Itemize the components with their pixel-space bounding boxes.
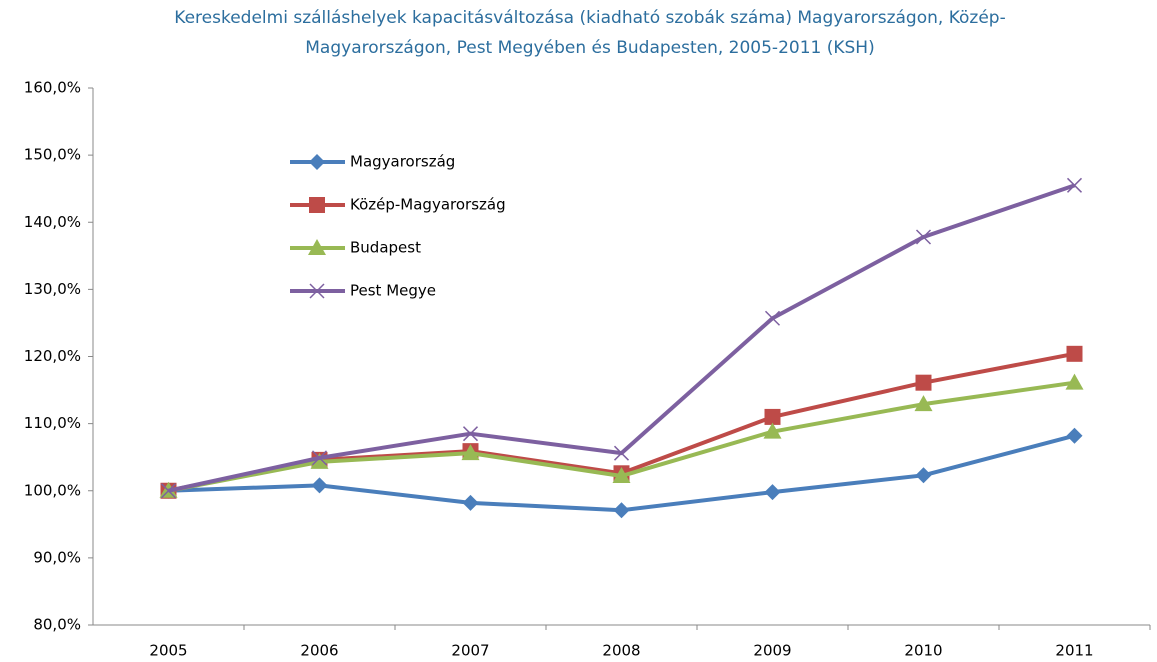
x-tick-label: 2005: [149, 642, 187, 660]
data-point: [763, 422, 782, 439]
data-point: [310, 452, 329, 469]
legend-marker: [309, 197, 325, 213]
data-point: [311, 450, 328, 466]
x-tick-label: 2006: [300, 642, 338, 660]
legend-marker: [309, 154, 325, 170]
data-point: [915, 467, 932, 484]
x-tick-label: 2009: [753, 642, 791, 660]
y-tick-label: 120,0%: [24, 347, 81, 365]
chart-title: Kereskedelmi szálláshelyek kapacitásvált…: [174, 8, 1005, 28]
data-point: [612, 466, 631, 483]
data-point: [915, 374, 932, 391]
x-tick-label: 2007: [451, 642, 489, 660]
data-point: [764, 408, 781, 425]
legend-label: Közép-Magyarország: [350, 196, 506, 214]
data-point: [462, 494, 479, 511]
data-point: [462, 426, 479, 442]
data-point: [764, 310, 781, 326]
legend-label: Budapest: [350, 239, 421, 257]
data-point: [311, 477, 328, 494]
data-point: [461, 444, 480, 461]
y-tick-label: 110,0%: [24, 414, 81, 432]
legend-label: Pest Megye: [350, 282, 436, 300]
y-tick-label: 100,0%: [24, 481, 81, 499]
x-tick-label: 2008: [602, 642, 640, 660]
y-tick-label: 90,0%: [33, 548, 81, 566]
y-tick-label: 80,0%: [33, 616, 81, 634]
y-tick-label: 130,0%: [24, 280, 81, 298]
legend-label: Magyarország: [350, 153, 455, 171]
data-point: [764, 484, 781, 501]
data-point: [160, 483, 177, 499]
x-tick-label: 2010: [904, 642, 942, 660]
y-tick-label: 150,0%: [24, 146, 81, 164]
legend-marker: [308, 239, 326, 255]
data-point: [915, 229, 932, 245]
legend-marker: [309, 283, 325, 299]
data-point: [613, 445, 630, 461]
data-point: [1066, 345, 1083, 362]
chart-title: Magyarországon, Pest Megyében és Budapes…: [305, 38, 874, 58]
series-line: [168, 183, 1076, 493]
data-point: [1066, 427, 1083, 444]
data-point: [1065, 373, 1084, 390]
y-tick-label: 140,0%: [24, 213, 81, 231]
data-point: [613, 502, 630, 519]
data-point: [914, 395, 933, 412]
x-tick-label: 2011: [1055, 642, 1093, 660]
data-point: [1066, 177, 1083, 193]
y-tick-label: 160,0%: [24, 79, 81, 97]
